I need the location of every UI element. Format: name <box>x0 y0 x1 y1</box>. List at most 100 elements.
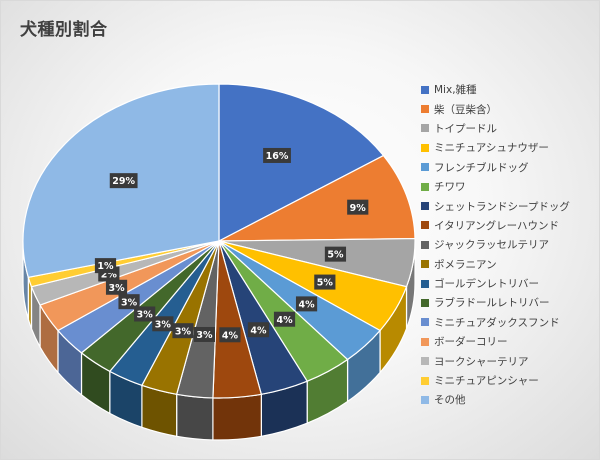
pie-side-8 <box>212 393 262 441</box>
legend-label: チワワ <box>434 181 466 194</box>
legend-label: トイプードル <box>434 122 497 135</box>
legend-label: ヨークシャーテリア <box>434 355 529 368</box>
legend-swatch <box>421 221 429 230</box>
legend-swatch <box>421 240 429 249</box>
data-label-text: 5% <box>317 278 334 289</box>
data-label-5: 4% <box>295 296 318 312</box>
data-label-text: 4% <box>250 325 267 336</box>
legend-label: シェットランドシープドッグ <box>434 200 570 213</box>
data-label-text: 3% <box>108 283 125 294</box>
legend-swatch <box>421 124 429 133</box>
pie-tops <box>22 83 416 399</box>
legend: Mix,雑種柴（豆柴含） トイプードルミニチュアシュナウザー フレンチブルドッグ チワ… <box>421 80 570 410</box>
data-label-12: 3% <box>134 306 156 322</box>
data-label-box <box>219 327 241 343</box>
data-label-text: 3% <box>196 330 213 341</box>
chart-title: 犬種別割合 <box>20 20 108 40</box>
legend-swatch <box>421 85 429 94</box>
pie-slice-2-柴-豆柴含 <box>218 154 416 242</box>
data-label-box <box>172 323 194 339</box>
legend-swatch <box>421 143 429 152</box>
legend-swatch <box>421 279 429 288</box>
data-label-4: 5% <box>314 274 336 290</box>
legend-label: ミニチュアシュナウザー <box>434 142 549 155</box>
data-label-text: 3% <box>137 310 154 321</box>
data-label-6: 4% <box>273 311 296 327</box>
data-label-text: 4% <box>298 299 315 310</box>
legend-swatch <box>421 318 429 327</box>
data-label-1: 16% <box>263 147 291 163</box>
legend-label: Mix,雑種 <box>434 84 477 97</box>
legend-label: ジャックラッセルテリア <box>434 239 549 252</box>
data-label-3: 5% <box>324 246 347 262</box>
legend-swatch <box>421 376 429 385</box>
legend-swatch <box>421 298 429 307</box>
legend-swatch <box>421 202 429 211</box>
data-label-11: 3% <box>152 316 174 332</box>
legend-item: ボーダーコリー <box>421 332 570 351</box>
data-label-10: 3% <box>172 323 194 339</box>
legend-label: フレンチブルドッグ <box>434 161 529 174</box>
legend-item: ジャックラッセルテリア <box>421 235 570 254</box>
legend-item: シェットランドシープドッグ <box>421 196 570 215</box>
legend-item: ミニチュアシュナウザー <box>421 138 570 157</box>
legend-item: フレンチブルドッグ <box>421 158 570 177</box>
data-label-box <box>263 147 291 163</box>
data-label-box <box>347 199 369 215</box>
data-label-8: 4% <box>219 327 241 343</box>
legend-swatch <box>421 337 429 346</box>
data-label-14: 3% <box>105 279 128 295</box>
legend-label: ボーダーコリー <box>434 336 508 349</box>
legend-swatch <box>421 105 429 114</box>
data-label-text: 29% <box>112 176 135 187</box>
legend-label: ミニチュアピンシャー <box>434 375 539 388</box>
data-label-text: 5% <box>327 250 344 261</box>
data-label-9: 3% <box>193 326 216 342</box>
legend-label: ゴールデンレトリバー <box>434 278 539 291</box>
data-label-2: 9% <box>347 199 369 215</box>
data-label-text: 4% <box>276 315 293 326</box>
legend-item: ミニチュアダックスフンド <box>421 313 570 332</box>
data-label-box <box>105 279 128 295</box>
legend-swatch <box>421 357 429 366</box>
data-label-box <box>247 322 270 338</box>
legend-item: イタリアングレーハウンド <box>421 216 570 235</box>
legend-item: ラブラドールレトリバー <box>421 293 570 312</box>
data-label-box <box>152 316 174 332</box>
legend-item: 柴（豆柴含） <box>421 99 570 118</box>
legend-item: ミニチュアピンシャー <box>421 371 570 390</box>
data-label-box <box>94 258 117 274</box>
data-label-text: 2% <box>101 270 118 281</box>
data-label-box <box>324 246 347 262</box>
legend-label: イタリアングレーハウンド <box>434 219 559 232</box>
legend-swatch <box>421 163 429 172</box>
legend-label: ポメラニアン <box>434 258 497 271</box>
data-label-text: 3% <box>121 297 138 308</box>
data-label-16: 1% <box>94 258 117 274</box>
legend-swatch <box>421 395 429 404</box>
data-label-text: 3% <box>155 319 172 330</box>
legend-item: トイプードル <box>421 119 570 138</box>
data-label-text: 16% <box>266 151 289 162</box>
legend-item: ポメラニアン <box>421 255 570 274</box>
legend-item: Mix,雑種 <box>421 80 570 99</box>
data-label-text: 1% <box>97 261 114 272</box>
data-labels: 16%9%5%5%4%4%4%4%3%3%3%3%3%3%2%1%29% <box>94 147 369 343</box>
data-label-box <box>118 294 140 310</box>
data-label-text: 3% <box>175 326 192 337</box>
legend-item: ゴールデンレトリバー <box>421 274 570 293</box>
data-label-box <box>273 311 296 327</box>
legend-swatch <box>421 182 429 191</box>
data-label-box <box>134 306 156 322</box>
data-label-box <box>295 296 318 312</box>
legend-label: 柴（豆柴含） <box>434 103 497 116</box>
data-label-box <box>193 326 216 342</box>
legend-item: その他 <box>421 390 570 409</box>
legend-item: ヨークシャーテリア <box>421 351 570 370</box>
data-label-box <box>314 274 336 290</box>
data-label-7: 4% <box>247 322 270 338</box>
data-label-box <box>109 173 138 189</box>
data-label-17: 29% <box>109 173 138 189</box>
